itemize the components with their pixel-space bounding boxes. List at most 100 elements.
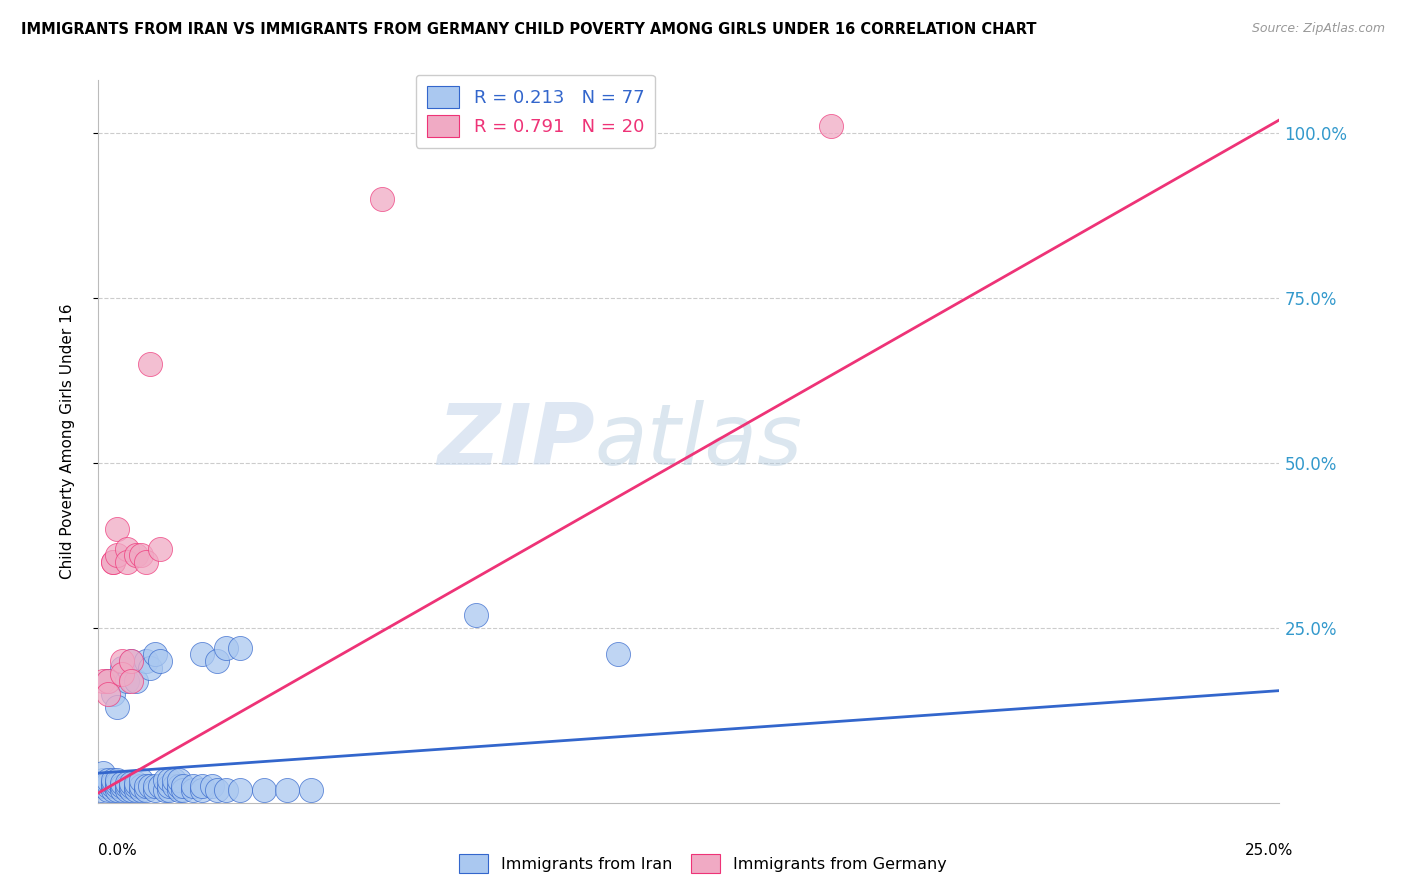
Text: 25.0%: 25.0% (1246, 843, 1294, 858)
Point (97, 780, 120, 794)
Point (121, 780, 143, 794)
Point (191, 780, 214, 794)
Point (121, 654, 143, 668)
Point (167, 782, 190, 797)
Point (101, 772, 124, 787)
Point (139, 357, 162, 371)
Point (157, 780, 180, 794)
Point (143, 648, 166, 662)
Point (299, 782, 322, 797)
Point (105, 772, 128, 787)
Point (111, 654, 134, 668)
Text: ZIP: ZIP (437, 400, 595, 483)
Point (229, 782, 252, 797)
Point (121, 776, 143, 790)
Point (135, 555, 157, 569)
Point (820, 120, 842, 134)
Point (115, 780, 138, 794)
Point (205, 782, 228, 797)
Point (91, 673, 114, 688)
Point (101, 780, 124, 794)
Point (105, 549, 128, 563)
Point (607, 648, 630, 662)
Point (111, 782, 134, 797)
Point (111, 776, 134, 790)
Point (121, 782, 143, 797)
Point (111, 667, 134, 681)
Point (157, 782, 180, 797)
Point (101, 687, 124, 701)
Point (143, 782, 166, 797)
Point (97, 782, 120, 797)
Point (105, 780, 128, 794)
Point (205, 654, 228, 668)
Point (115, 673, 138, 688)
Point (167, 780, 190, 794)
Point (129, 782, 152, 797)
Point (163, 780, 186, 794)
Point (105, 522, 128, 536)
Point (129, 780, 152, 794)
Point (153, 782, 176, 797)
Point (215, 640, 238, 655)
Point (125, 776, 148, 790)
Point (149, 780, 172, 794)
Point (143, 780, 166, 794)
Point (253, 782, 276, 797)
Point (149, 654, 172, 668)
Point (229, 640, 252, 655)
Text: IMMIGRANTS FROM IRAN VS IMMIGRANTS FROM GERMANY CHILD POVERTY AMONG GIRLS UNDER : IMMIGRANTS FROM IRAN VS IMMIGRANTS FROM … (21, 22, 1036, 37)
Point (97, 687, 120, 701)
Point (181, 780, 204, 794)
Text: 0.0%: 0.0% (98, 843, 138, 858)
Point (125, 673, 148, 688)
Point (97, 772, 120, 787)
Point (371, 192, 394, 206)
Point (115, 541, 138, 556)
Point (111, 780, 134, 794)
Point (101, 776, 124, 790)
Point (201, 780, 224, 794)
Point (105, 782, 128, 797)
Point (105, 776, 128, 790)
Point (129, 772, 152, 787)
Point (115, 776, 138, 790)
Point (149, 541, 172, 556)
Point (191, 648, 214, 662)
Legend: R = 0.213   N = 77, R = 0.791   N = 20: R = 0.213 N = 77, R = 0.791 N = 20 (416, 75, 655, 148)
Point (101, 555, 124, 569)
Point (115, 555, 138, 569)
Point (111, 660, 134, 674)
Point (153, 772, 176, 787)
Point (172, 780, 194, 794)
Point (129, 549, 152, 563)
Point (163, 772, 186, 787)
Point (215, 782, 238, 797)
Point (97, 776, 120, 790)
Point (105, 700, 128, 714)
Point (91, 780, 114, 794)
Text: Source: ZipAtlas.com: Source: ZipAtlas.com (1251, 22, 1385, 36)
Point (135, 654, 157, 668)
Legend: Immigrants from Iran, Immigrants from Germany: Immigrants from Iran, Immigrants from Ge… (453, 847, 953, 880)
Point (121, 673, 143, 688)
Point (101, 555, 124, 569)
Point (465, 607, 488, 622)
Text: atlas: atlas (595, 400, 803, 483)
Point (276, 782, 298, 797)
Point (90, 782, 112, 797)
Point (125, 782, 148, 797)
Y-axis label: Child Poverty Among Girls Under 16: Child Poverty Among Girls Under 16 (60, 304, 75, 579)
Point (135, 782, 157, 797)
Point (101, 782, 124, 797)
Point (191, 782, 214, 797)
Point (121, 654, 143, 668)
Point (115, 782, 138, 797)
Point (97, 673, 120, 688)
Point (167, 772, 190, 787)
Point (135, 780, 157, 794)
Point (139, 660, 162, 674)
Point (172, 782, 194, 797)
Point (97, 673, 120, 688)
Point (157, 772, 180, 787)
